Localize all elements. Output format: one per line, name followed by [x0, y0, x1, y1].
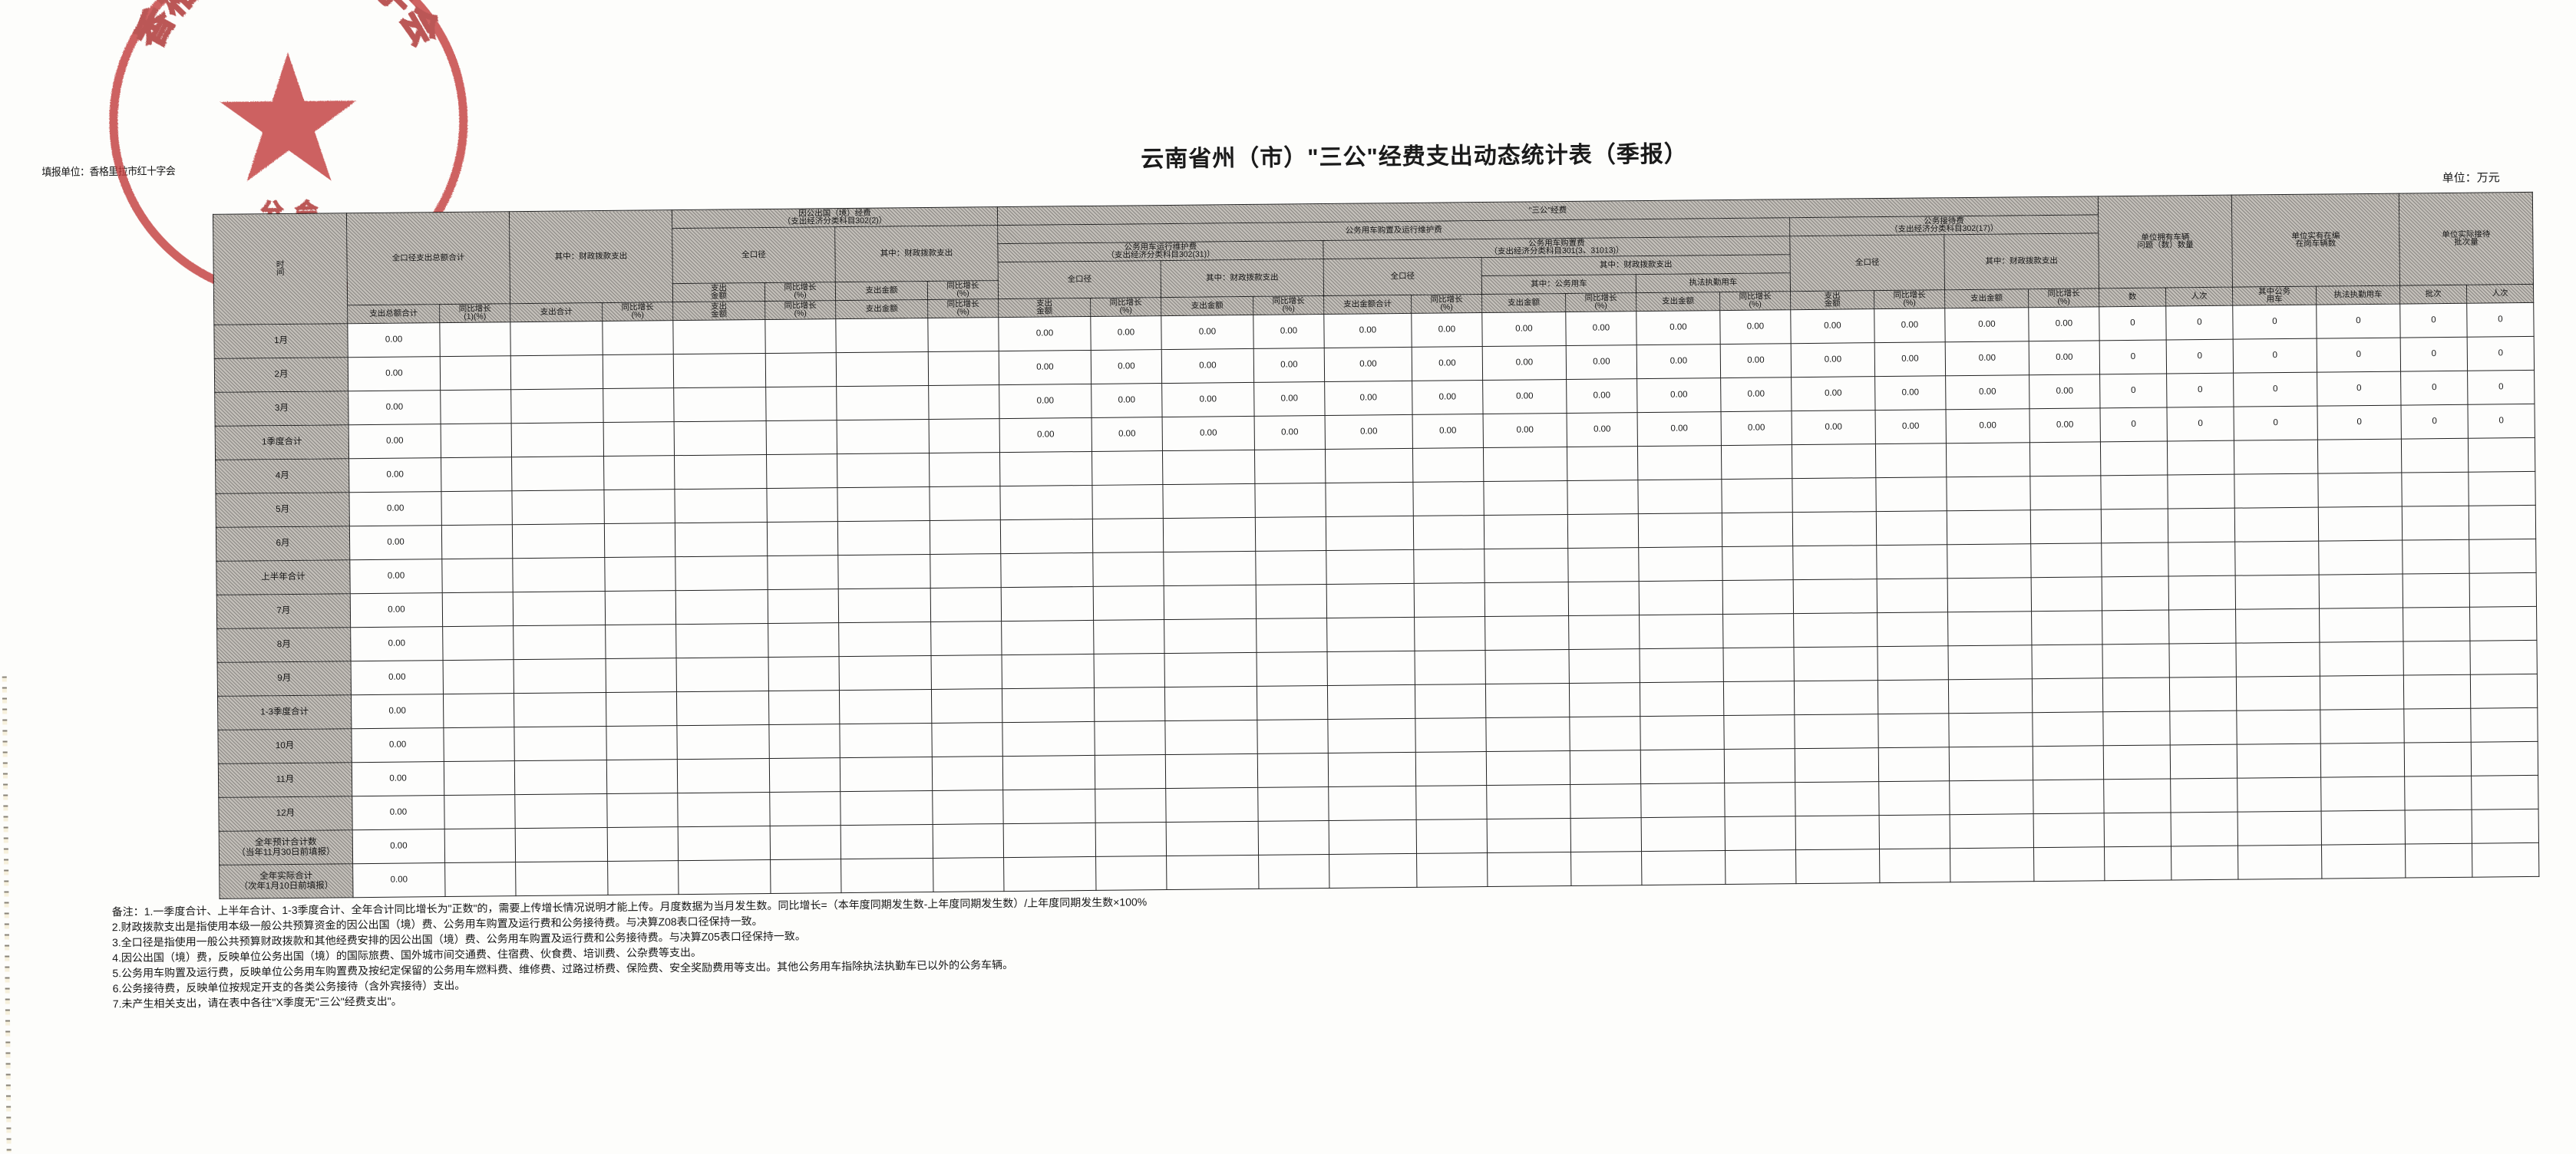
svg-text:香格里拉市红十字会: 香格里拉市红十字会 [128, 0, 447, 55]
